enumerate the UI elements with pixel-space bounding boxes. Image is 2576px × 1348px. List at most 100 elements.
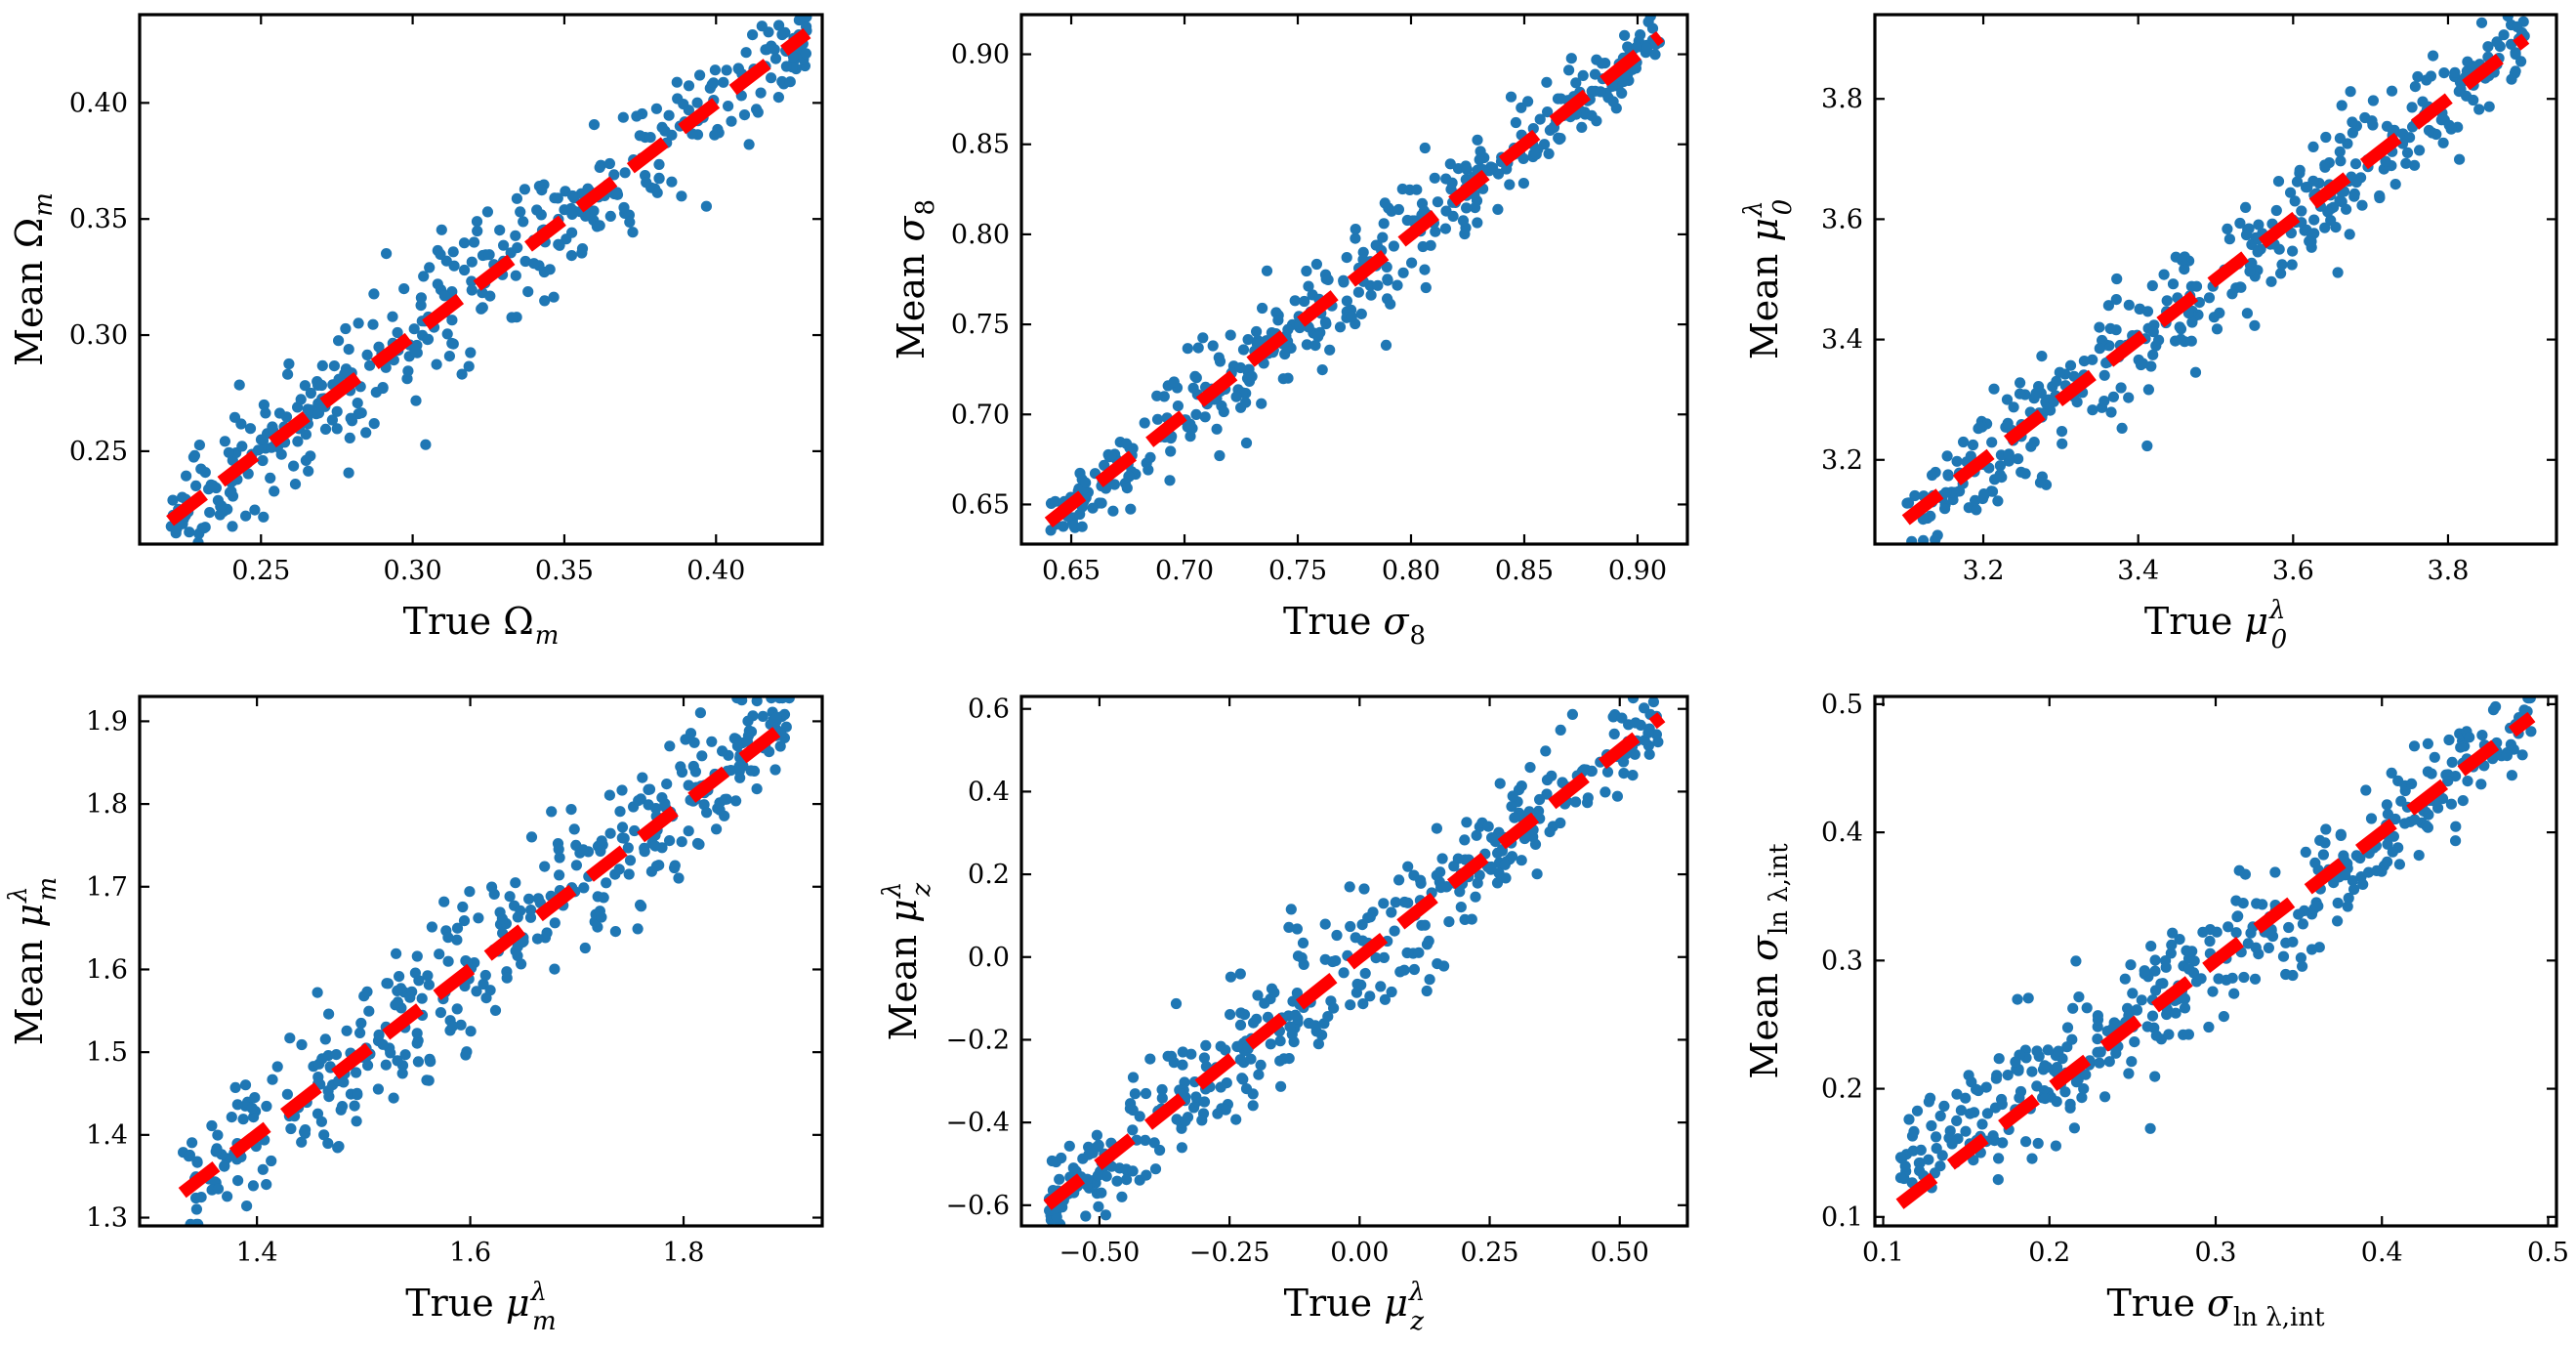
scatter-point <box>1517 178 1529 190</box>
scatter-point <box>1310 258 1322 271</box>
scatter-point <box>2347 127 2358 139</box>
scatter-point <box>1265 1038 1276 1050</box>
scatter-point <box>1491 877 1504 889</box>
scatter-point <box>595 845 606 858</box>
scatter-point <box>1386 906 1397 918</box>
scatter-point <box>2179 1002 2191 1014</box>
scatter-point <box>451 922 464 934</box>
scatter-point <box>360 427 372 439</box>
scatter-point <box>1971 1083 1982 1095</box>
scatter-point <box>2141 1021 2153 1032</box>
scatter-point <box>2067 1002 2079 1014</box>
scatter-point <box>1165 445 1177 457</box>
scatter-point <box>1215 1081 1226 1093</box>
scatter-point <box>2367 95 2379 106</box>
scatter-point <box>1129 1088 1141 1100</box>
scatter-point <box>694 707 707 719</box>
y-tick-label: 0.25 <box>69 437 128 467</box>
scatter-point <box>2350 850 2362 862</box>
scatter-point <box>1485 861 1497 873</box>
scatter-point <box>2293 908 2305 920</box>
identity-reference-line <box>178 716 795 1199</box>
scatter-point <box>1901 497 1913 509</box>
scatter-point <box>2457 795 2469 807</box>
x-tick-label: −0.50 <box>1059 1238 1141 1268</box>
x-tick-label: 0.50 <box>1591 1238 1649 1268</box>
scatter-point <box>292 436 304 447</box>
scatter-point <box>432 278 443 290</box>
scatter-point <box>546 806 558 818</box>
scatter-point <box>1292 950 1305 962</box>
scatter-point <box>351 1067 362 1078</box>
scatter-point <box>237 1114 249 1125</box>
scatter-point <box>1291 988 1303 999</box>
scatter-point <box>711 823 723 835</box>
y-axis-label: Mean Ωm <box>8 192 59 366</box>
scatter-point <box>2317 849 2329 861</box>
scatter-point <box>2070 955 2082 967</box>
y-tick-label: −0.4 <box>945 1108 1010 1138</box>
scatter-point <box>1247 1100 1259 1112</box>
x-tick-label: 0.40 <box>686 556 745 586</box>
scatter-point <box>1331 929 1343 942</box>
scatter-point <box>192 536 204 544</box>
scatter-point <box>1211 423 1223 435</box>
scatter-point <box>1149 1163 1162 1175</box>
scatter-point <box>1600 58 1611 69</box>
scatter-point <box>766 72 777 84</box>
scatter-point <box>2057 438 2068 449</box>
scatter-point <box>212 1129 224 1141</box>
scatter-point <box>2135 358 2147 371</box>
scatter-point <box>2125 959 2137 971</box>
scatter-point <box>1432 196 1443 208</box>
scatter-point <box>451 1003 463 1015</box>
scatter-point <box>1220 1044 1231 1056</box>
scatter-point <box>2367 119 2379 131</box>
scatter-point <box>402 365 414 377</box>
scatter-point <box>2360 784 2372 796</box>
panel-6: 0.1 0.2 0.3 0.4 0.5 0.1 0.2 0.3 0.4 0.5 True σln λ… <box>1743 690 2569 1332</box>
y-tick-label: 0.40 <box>69 88 128 118</box>
scatter-point <box>273 407 286 419</box>
scatter-point <box>399 1049 411 1061</box>
y-tick-label: 1.5 <box>86 1037 128 1068</box>
scatter-point <box>2026 1066 2038 1077</box>
scatter-point <box>1530 148 1542 160</box>
y-tick-label: 1.8 <box>86 789 128 820</box>
scatter-point <box>611 187 623 198</box>
scatter-point <box>1111 1175 1123 1187</box>
scatter-point <box>257 454 269 467</box>
scatter-point <box>2098 396 2110 407</box>
scatter-point <box>233 379 245 391</box>
scatter-point <box>2036 351 2048 362</box>
scatter-point <box>312 987 323 998</box>
scatter-point <box>2051 1096 2062 1108</box>
scatter-point <box>2129 1036 2140 1048</box>
scatter-point <box>2146 279 2158 292</box>
scatter-point <box>352 1089 363 1101</box>
scatter-point <box>1235 401 1247 413</box>
scatter-point <box>1931 1131 1942 1143</box>
scatter-point <box>2307 175 2319 187</box>
scatter-point <box>2123 299 2135 311</box>
scatter-point <box>1100 1209 1111 1221</box>
y-tick-label: −0.2 <box>945 1025 1010 1055</box>
scatter-point <box>1309 340 1321 352</box>
panel-3: 3.2 3.4 3.6 3.8 3.2 3.4 3.6 3.8 True μλ 0 Mean μλ0 <box>1739 13 2558 654</box>
scatter-point <box>751 783 763 795</box>
scatter-point <box>425 1056 436 1068</box>
scatter-point <box>1475 146 1486 157</box>
scatter-point <box>367 318 379 330</box>
scatter-point <box>1401 214 1413 227</box>
scatter-point <box>566 190 579 202</box>
scatter-point <box>738 109 751 121</box>
scatter-point <box>1144 1053 1156 1065</box>
scatter-point <box>1319 918 1331 930</box>
y-tick-label: 1.4 <box>86 1120 128 1151</box>
scatter-point <box>2300 182 2312 193</box>
scatter-point <box>2446 756 2458 769</box>
scatter-point <box>2073 991 2085 1003</box>
scatter-point <box>1938 1100 1950 1112</box>
scatter-point <box>1345 999 1356 1011</box>
scatter-point <box>700 200 713 212</box>
